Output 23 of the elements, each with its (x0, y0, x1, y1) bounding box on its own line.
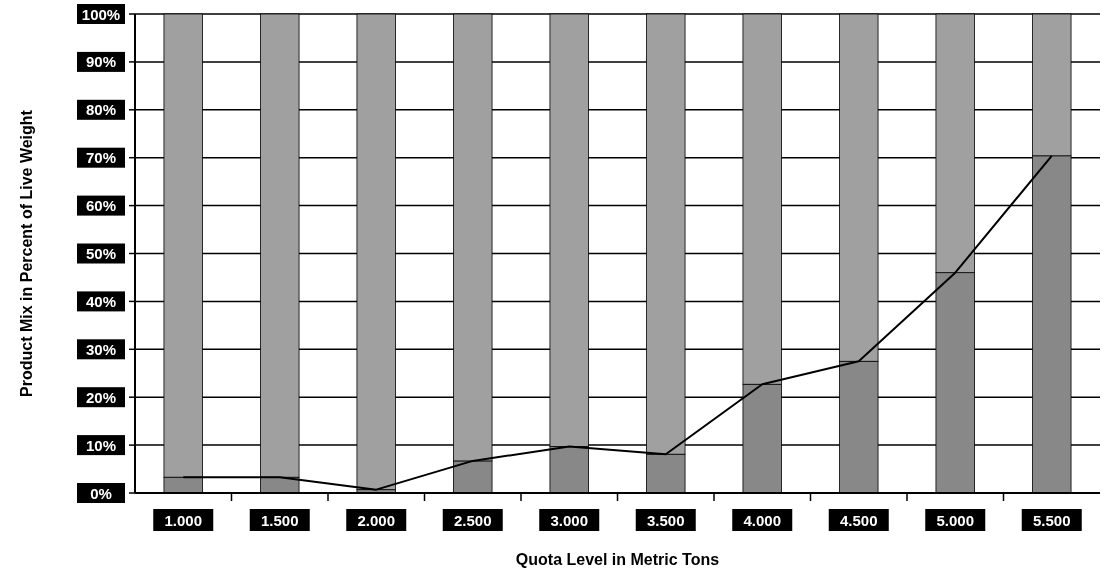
x-tick-label: 5.500 (1032, 511, 1071, 529)
y-tick-label: 80% (85, 101, 117, 119)
x-tick-label: 2.500 (453, 511, 492, 529)
x-tick-label: 1.000 (164, 511, 203, 529)
x-tick-label: 5.000 (936, 511, 975, 529)
y-tick-label: 40% (85, 292, 117, 310)
y-axis-title: Product Mix in Percent of Live Weight (17, 109, 35, 397)
y-tick-label: 30% (85, 340, 117, 358)
y-tick-label: 90% (85, 53, 117, 71)
y-tick-label: 50% (85, 245, 117, 262)
x-axis-title: Quota Level in Metric Tons (515, 551, 720, 568)
x-tick-label: 4.500 (839, 511, 878, 529)
x-tick-label: 3.000 (550, 511, 589, 529)
x-tick-label: 4.000 (743, 511, 782, 529)
y-tick-label: 70% (85, 149, 117, 167)
x-tick-label: 2.000 (357, 511, 396, 529)
x-tick-label: 1.500 (260, 511, 299, 529)
y-tick-label: 100% (81, 5, 121, 23)
y-tick-label: 60% (85, 197, 117, 215)
y-tick-label: 0% (90, 484, 112, 502)
x-tick-label: 3.500 (646, 511, 685, 529)
y-tick-label: 10% (85, 436, 117, 454)
y-tick-label: 20% (85, 388, 117, 406)
